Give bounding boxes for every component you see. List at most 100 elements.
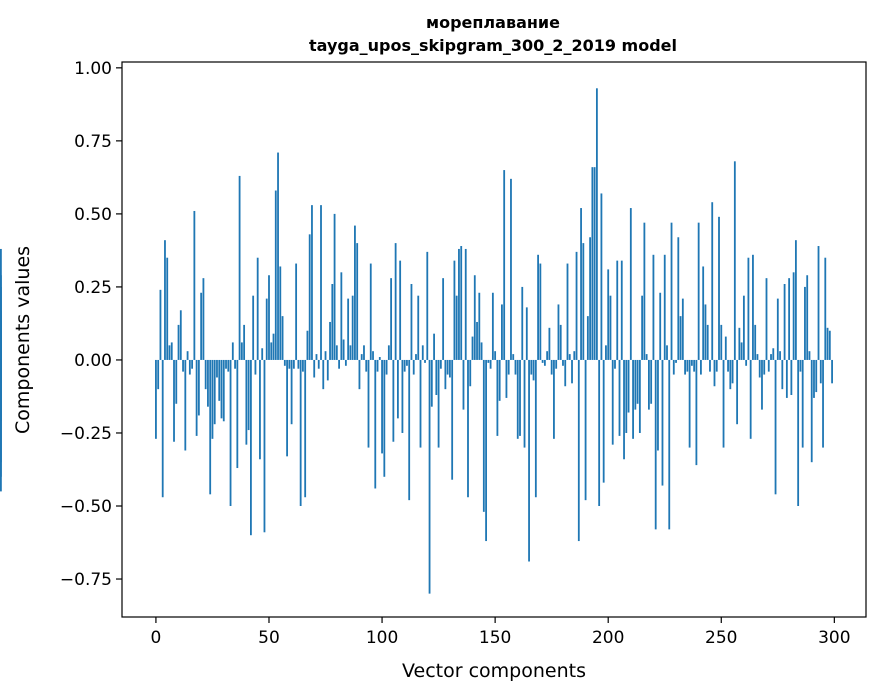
bar-66 — [304, 359, 307, 498]
bar-130 — [449, 359, 451, 378]
bar-179 — [559, 324, 562, 360]
bar-56 — [281, 316, 284, 360]
bar-180 — [562, 359, 564, 366]
bar-131 — [451, 359, 454, 480]
bar-114 — [412, 359, 415, 375]
bar-250 — [720, 324, 723, 360]
bar-269 — [763, 359, 766, 375]
bar-147 — [487, 359, 490, 363]
bar-13 — [184, 359, 187, 451]
bar-146 — [485, 359, 487, 542]
y-tick-label: 0.25 — [74, 278, 112, 298]
bar-63 — [297, 359, 300, 369]
bar-272 — [770, 354, 772, 360]
bar-137 — [464, 248, 467, 360]
bar-264 — [752, 254, 754, 360]
bar-183 — [568, 354, 571, 360]
bar-128 — [444, 359, 447, 390]
bar-18 — [195, 359, 198, 436]
bar-46 — [259, 359, 261, 460]
y-tick-label: −0.50 — [60, 497, 112, 517]
bar-35 — [234, 359, 236, 369]
bar-232 — [679, 316, 682, 360]
bar-125 — [437, 359, 440, 448]
x-tick-label: 300 — [818, 628, 850, 648]
bar-204 — [616, 260, 619, 360]
bar-295 — [822, 359, 824, 448]
bar-59 — [288, 359, 291, 369]
bar-257 — [736, 359, 739, 425]
bar-193 — [591, 167, 594, 360]
bar-91 — [360, 354, 363, 360]
bar-216 — [643, 222, 646, 360]
bar-16 — [191, 359, 194, 369]
bar-226 — [666, 345, 668, 360]
bar-201 — [609, 295, 612, 360]
bar-234 — [684, 359, 686, 375]
bar-210 — [629, 208, 632, 360]
bar-134 — [458, 248, 460, 360]
bar-97 — [374, 359, 377, 489]
bar-23 — [207, 359, 209, 407]
bar-242 — [702, 266, 705, 360]
x-axis: 0 50 100 150 200 250 300 — [151, 617, 851, 648]
x-axis-label: Vector components — [402, 660, 586, 682]
bar-49 — [265, 298, 268, 360]
bar-24 — [209, 359, 212, 495]
bar-31 — [225, 359, 227, 369]
bar-260 — [742, 295, 745, 360]
bar-57 — [283, 359, 286, 366]
bar-239 — [695, 359, 698, 466]
bar-266 — [756, 354, 759, 360]
bar-121 — [428, 359, 431, 594]
bar-51 — [270, 342, 273, 360]
bar-9 — [175, 359, 178, 404]
bar-93 — [365, 359, 368, 372]
bar-53 — [274, 190, 277, 360]
bar-14 — [186, 351, 189, 360]
bar-284 — [797, 359, 800, 506]
bar-64 — [299, 359, 302, 506]
bar-60 — [290, 359, 293, 425]
bar-229 — [672, 359, 675, 375]
bar-106 — [394, 243, 397, 360]
x-tick-label: 50 — [258, 628, 280, 648]
bar-254 — [729, 359, 732, 390]
bar-76 — [326, 359, 329, 381]
bar-261 — [745, 359, 748, 366]
bar-undefined — [0, 359, 2, 492]
bar-29 — [220, 359, 223, 419]
bar-118 — [421, 345, 424, 360]
bars-group — [0, 88, 833, 594]
bar-236 — [688, 359, 691, 448]
bar-62 — [295, 263, 298, 360]
bar-138 — [467, 359, 469, 498]
bar-21 — [202, 278, 205, 360]
bar-38 — [240, 342, 243, 360]
bar-243 — [704, 304, 707, 360]
bar-288 — [806, 275, 809, 360]
bar-40 — [245, 359, 248, 445]
bar-122 — [430, 359, 433, 407]
bar-144 — [480, 342, 483, 360]
bar-129 — [446, 359, 449, 375]
bar-258 — [738, 327, 741, 360]
bar-19 — [197, 359, 200, 416]
bar-263 — [749, 359, 752, 439]
bar-157 — [510, 178, 512, 360]
bar-26 — [213, 359, 216, 425]
y-tick-label: 0.50 — [74, 205, 112, 225]
bar-6 — [168, 345, 171, 360]
bar-153 — [501, 304, 503, 360]
bar-162 — [521, 286, 524, 360]
bar-99 — [378, 357, 381, 360]
bar-197 — [600, 193, 603, 360]
bar-83 — [342, 339, 345, 360]
bar-94 — [367, 359, 370, 448]
bar-225 — [663, 254, 666, 360]
bar-262 — [747, 257, 750, 360]
bar-160 — [516, 359, 519, 439]
bar-105 — [392, 359, 395, 442]
bar-123 — [433, 333, 435, 360]
bar-281 — [790, 359, 793, 395]
